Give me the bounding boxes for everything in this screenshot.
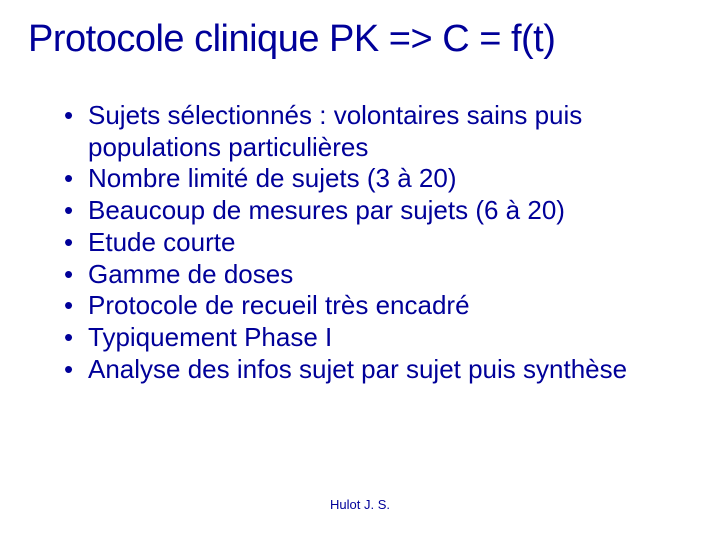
slide-footer: Hulot J. S. xyxy=(0,497,720,512)
bullet-item: Protocole de recueil très encadré xyxy=(60,290,680,322)
bullet-item: Gamme de doses xyxy=(60,259,680,291)
bullet-item: Beaucoup de mesures par sujets (6 à 20) xyxy=(60,195,680,227)
bullet-list: Sujets sélectionnés : volontaires sains … xyxy=(60,100,680,385)
slide-title: Protocole clinique PK => C = f(t) xyxy=(28,18,692,61)
bullet-item: Typiquement Phase I xyxy=(60,322,680,354)
slide-body: Sujets sélectionnés : volontaires sains … xyxy=(60,100,680,385)
bullet-item: Sujets sélectionnés : volontaires sains … xyxy=(60,100,680,163)
bullet-item: Analyse des infos sujet par sujet puis s… xyxy=(60,354,680,386)
bullet-item: Nombre limité de sujets (3 à 20) xyxy=(60,163,680,195)
slide: Protocole clinique PK => C = f(t) Sujets… xyxy=(0,0,720,540)
bullet-item: Etude courte xyxy=(60,227,680,259)
